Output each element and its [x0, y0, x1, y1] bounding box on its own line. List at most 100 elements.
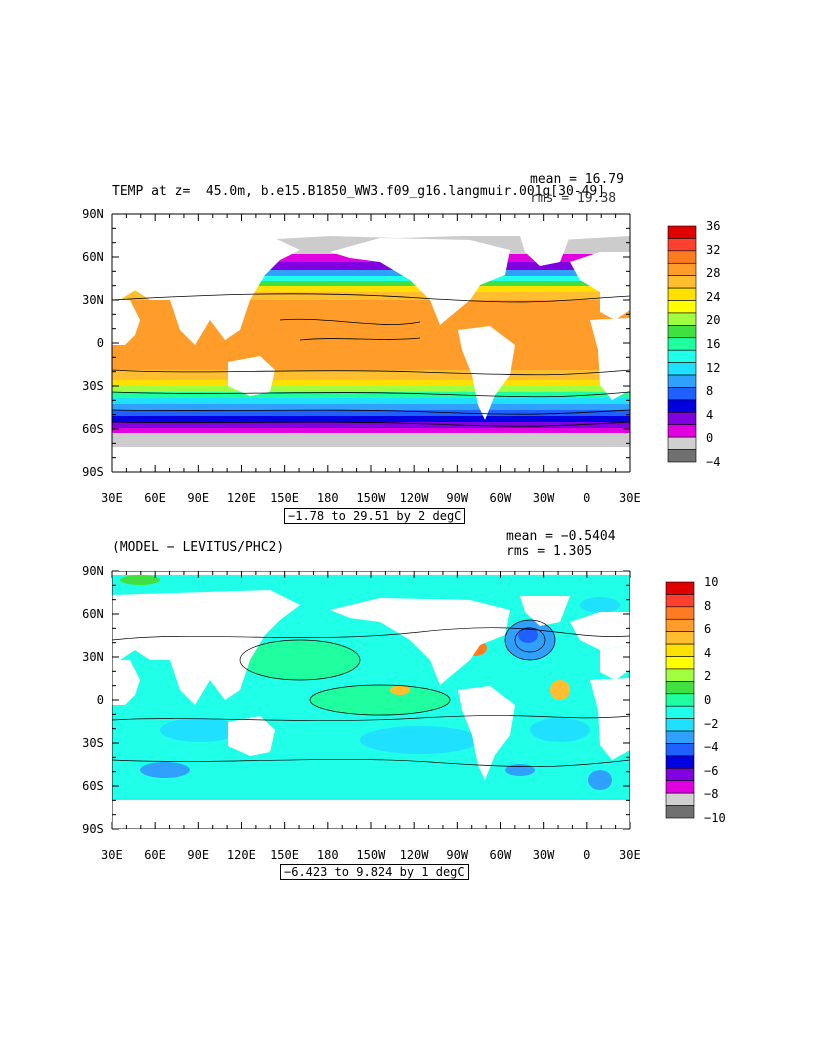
panel1-colorbar-label: 36 — [706, 219, 721, 233]
panel2-lon-label: 180 — [316, 848, 339, 862]
panel1-lon-label: 30W — [532, 491, 555, 505]
panel1-colorbar-label: 12 — [706, 360, 721, 375]
panel2-colorbar-label: −2 — [704, 716, 719, 731]
panel2-lon-label: 30E — [619, 848, 641, 862]
panel1-colorbar-swatch — [667, 275, 697, 289]
panel1-colorbar-swatch — [667, 449, 697, 463]
panel1-colorbar-label: 16 — [706, 337, 721, 351]
panel2-lat-label: 60N — [82, 607, 104, 621]
panel1-lon-label: 60W — [489, 491, 512, 505]
panel1-colorbar-swatch — [667, 362, 697, 376]
panel2-lon-label: 90E — [187, 848, 210, 862]
panel1-lon-label: 120E — [226, 491, 256, 505]
panel2-colorbar-swatch — [665, 643, 695, 657]
panel2-title: (MODEL − LEVITUS/PHC2) — [112, 540, 285, 555]
panel1-colorbar-swatch — [667, 337, 697, 351]
panel1-lon-label: 180 — [316, 491, 339, 505]
panel2-colorbar-label: −8 — [704, 787, 719, 802]
panel2-lon-label: 90W — [446, 848, 469, 862]
panel1-lon-label: 0 — [583, 491, 591, 505]
panel2-colorbar-swatch — [665, 730, 695, 744]
panel1-contour-info: −1.78 to 29.51 by 2 degC — [284, 508, 466, 524]
panel2-lon-label: 150E — [270, 848, 299, 862]
panel2-colorbar-label: 8 — [704, 598, 712, 613]
panel2-colorbar-label: 10 — [704, 575, 719, 589]
panel2-colorbar-swatch — [665, 780, 695, 794]
panel2-colorbar-swatch — [665, 743, 695, 757]
panel1-lon-label: 120W — [399, 491, 429, 505]
panel1-colorbar-swatch — [667, 436, 697, 450]
panel1-lat-label: 60N — [82, 250, 104, 264]
panel1-colorbar-swatch — [667, 238, 697, 252]
panel2-colorbar-swatch — [665, 792, 695, 806]
panel1-colorbar-label: 8 — [706, 384, 714, 399]
panel2-colorbar-swatch — [665, 681, 695, 695]
panel1-colorbar-swatch — [667, 399, 697, 413]
panel1-lon-label: 90E — [187, 491, 210, 505]
panel1-lat-label: 0 — [96, 336, 104, 350]
panel2-colorbar-label: −10 — [704, 811, 726, 825]
panel2-lon-label: 0 — [583, 848, 591, 862]
panel2-colorbar-swatch — [665, 581, 695, 595]
panel1-lon-label: 60E — [144, 491, 166, 505]
panel2-colorbar-swatch — [665, 631, 695, 645]
panel2-colorbar-label: 4 — [704, 645, 712, 660]
panel1-colorbar-label: 0 — [706, 431, 714, 446]
panel1-colorbar-swatch — [667, 387, 697, 401]
panel2-colorbar-label: −4 — [704, 740, 719, 755]
panel1-colorbar-swatch — [667, 312, 697, 326]
panel1-lat-label: 90S — [82, 465, 104, 479]
panel2-colorbar-label: 6 — [704, 622, 712, 637]
panel1-colorbar-swatch — [667, 262, 697, 276]
panel1-lat-label: 90N — [82, 207, 104, 221]
panel2-colorbar-label: 2 — [704, 669, 712, 684]
panel1-colorbar-label: 20 — [706, 313, 721, 328]
panel2-lat-label: 90N — [82, 564, 104, 578]
panel1-colorbar-swatch — [667, 349, 697, 363]
panel1-colorbar-label: 32 — [706, 242, 721, 257]
panel1-colorbar-swatch — [667, 300, 697, 314]
panel1-colorbar-label: 4 — [706, 407, 714, 422]
panel1-colorbar-swatch — [667, 225, 697, 239]
panel1-colorbar-label: 24 — [706, 289, 721, 304]
panel1-colorbar-label: 28 — [706, 266, 721, 281]
panel1-lon-label: 150W — [356, 491, 386, 505]
panel2-lon-label: 150W — [356, 848, 386, 862]
panel2-lon-label: 120E — [226, 848, 256, 862]
panel2-lon-label: 60E — [144, 848, 166, 862]
panel2-colorbar-swatch — [665, 656, 695, 670]
panel1-colorbar-swatch — [667, 374, 697, 388]
panel1-colorbar-label: −4 — [706, 455, 721, 469]
panel2-colorbar-swatch — [665, 606, 695, 620]
panel1-lon-label: 90W — [446, 491, 469, 505]
panel1-lon-label: 30E — [619, 491, 641, 505]
panel2-colorbar-label: −6 — [704, 763, 719, 778]
panel2-rms: rms = 1.305 — [506, 544, 593, 559]
panel2-contour-info: −6.423 to 9.824 by 1 degC — [280, 864, 469, 880]
panel2-lat-label: 60S — [82, 779, 104, 793]
panel1-colorbar — [667, 225, 697, 463]
panel2-lon-label: 30W — [532, 848, 555, 862]
panel1-colorbar-swatch — [667, 325, 697, 339]
panel2-colorbar-swatch — [665, 618, 695, 632]
panel2-colorbar-label: 0 — [704, 693, 712, 707]
panel2-lon-label: 120W — [399, 848, 429, 862]
panel2-colorbar-swatch — [665, 718, 695, 732]
panel1-mean: mean = 16.79 — [530, 172, 624, 187]
panel1-rms: rms = 19.38 — [530, 191, 617, 206]
panel2-colorbar-swatch — [665, 705, 695, 719]
panel1-colorbar-swatch — [667, 424, 697, 438]
panel2-colorbar — [665, 581, 695, 819]
panel2-mean: mean = −0.5404 — [506, 529, 616, 544]
panel1-lon-label: 150E — [270, 491, 299, 505]
panel2-lat-label: 90S — [82, 822, 104, 836]
panel2-colorbar-swatch — [665, 768, 695, 782]
panel2-colorbar-swatch — [665, 594, 695, 608]
panel2-colorbar-swatch — [665, 755, 695, 769]
panel1-title: TEMP at z= 45.0m, b.e15.B1850_WW3.f09_g1… — [112, 184, 606, 199]
panel2-lat-label: 30N — [82, 650, 104, 664]
panel1-lat-label: 30N — [82, 293, 104, 307]
panel2-map — [112, 571, 630, 829]
panel1-lat-label: 30S — [82, 379, 104, 393]
